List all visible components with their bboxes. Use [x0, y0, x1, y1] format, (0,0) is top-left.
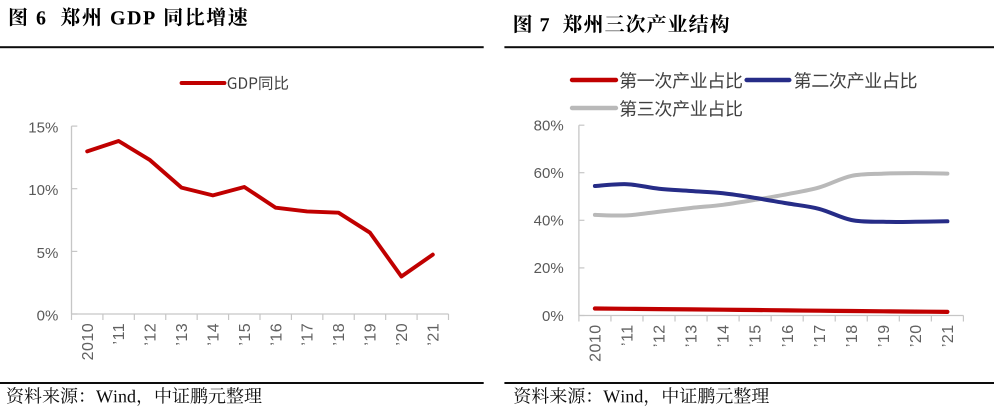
svg-text:’18: ’18	[844, 324, 861, 347]
svg-text:’14: ’14	[716, 324, 733, 347]
svg-text:’19: ’19	[363, 323, 380, 346]
svg-text:’14: ’14	[205, 323, 222, 346]
svg-text:40%: 40%	[534, 213, 564, 230]
svg-text:’12: ’12	[652, 324, 669, 347]
svg-text:’15: ’15	[237, 323, 254, 346]
svg-text:5%: 5%	[37, 245, 59, 262]
svg-text:’20: ’20	[394, 323, 411, 346]
svg-text:’13: ’13	[684, 324, 701, 347]
svg-text:10%: 10%	[28, 182, 58, 199]
svg-text:’12: ’12	[143, 323, 160, 346]
svg-text:’21: ’21	[940, 324, 957, 347]
svg-text:20%: 20%	[534, 260, 564, 277]
svg-text:’15: ’15	[748, 324, 765, 347]
svg-text:’20: ’20	[908, 324, 925, 347]
svg-text:0%: 0%	[542, 308, 564, 325]
svg-text:’21: ’21	[425, 323, 442, 346]
svg-text:2010: 2010	[80, 323, 97, 361]
svg-text:’17: ’17	[812, 324, 829, 347]
svg-text:15%: 15%	[28, 120, 58, 137]
svg-text:’17: ’17	[300, 323, 317, 346]
svg-text:’16: ’16	[268, 323, 285, 346]
svg-text:’13: ’13	[174, 323, 191, 346]
svg-text:2010: 2010	[588, 324, 605, 362]
svg-text:’16: ’16	[780, 324, 797, 347]
svg-text:’18: ’18	[331, 323, 348, 346]
svg-text:80%: 80%	[534, 117, 564, 134]
svg-text:’19: ’19	[876, 324, 893, 347]
svg-text:0%: 0%	[37, 307, 59, 324]
svg-text:60%: 60%	[534, 165, 564, 182]
svg-text:’11: ’11	[111, 323, 128, 345]
svg-text:’11: ’11	[620, 324, 637, 346]
